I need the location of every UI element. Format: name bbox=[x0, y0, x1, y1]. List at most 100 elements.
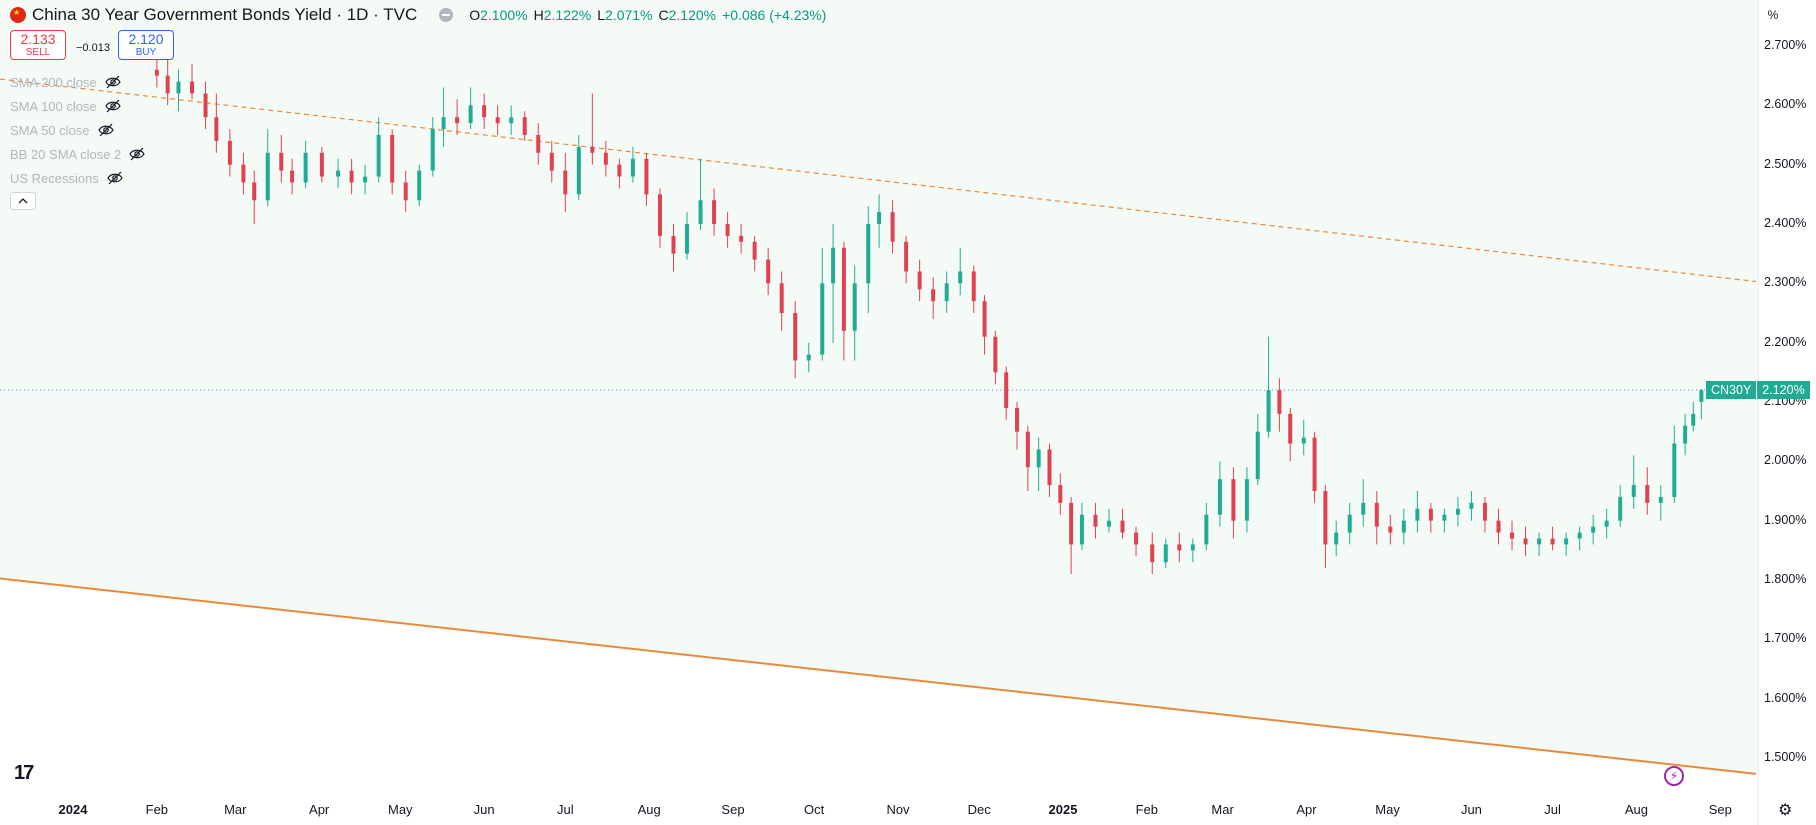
candle-body bbox=[1334, 532, 1339, 545]
candle-body bbox=[241, 164, 246, 183]
candle bbox=[1266, 336, 1271, 438]
candle bbox=[1036, 437, 1041, 491]
chevron-up-icon bbox=[18, 198, 28, 204]
candle-body bbox=[417, 170, 422, 201]
price-tag-value: 2.120% bbox=[1757, 381, 1810, 400]
eye-off-icon[interactable] bbox=[107, 170, 123, 186]
candle-body bbox=[806, 354, 811, 361]
eye-off-icon[interactable] bbox=[105, 74, 121, 90]
axis-unit-button[interactable]: % bbox=[1762, 6, 1784, 24]
candle-body bbox=[1537, 538, 1542, 545]
eye-off-icon[interactable] bbox=[105, 98, 121, 114]
candle bbox=[1025, 425, 1030, 491]
ohlc-high: H2.122% bbox=[533, 7, 592, 23]
candle-body bbox=[252, 182, 257, 201]
candle bbox=[931, 277, 936, 319]
candle-body bbox=[1699, 390, 1704, 402]
candle bbox=[1537, 532, 1542, 557]
lightning-icon[interactable]: ⚡ bbox=[1664, 766, 1684, 786]
candle-body bbox=[214, 117, 219, 141]
candle bbox=[1699, 388, 1704, 420]
candle bbox=[1591, 514, 1596, 545]
indicator-sma-50[interactable]: SMA 50 close bbox=[10, 118, 145, 142]
ohlc-values: O2.100% H2.122% L2.071% C2.120% +0.086 (… bbox=[469, 7, 826, 23]
candle bbox=[319, 146, 324, 183]
candle-body bbox=[265, 152, 270, 201]
candle-body bbox=[509, 117, 514, 124]
symbol-title[interactable]: China 30 Year Government Bonds Yield · 1… bbox=[32, 5, 418, 24]
candle-body bbox=[752, 241, 757, 260]
candle bbox=[1618, 485, 1623, 527]
tradingview-logo-icon[interactable]: 17 bbox=[14, 762, 34, 784]
candle-body bbox=[403, 182, 408, 201]
candle bbox=[890, 200, 895, 254]
candle bbox=[752, 235, 757, 272]
candle-body bbox=[630, 158, 635, 177]
candle bbox=[1374, 491, 1379, 545]
market-status-icon[interactable] bbox=[439, 8, 454, 22]
candle-body bbox=[1604, 520, 1609, 527]
x-tick-label: Mar bbox=[224, 802, 247, 817]
channel-lower-line[interactable] bbox=[0, 577, 1757, 775]
candle-body bbox=[1401, 520, 1406, 533]
candle-body bbox=[1079, 514, 1084, 545]
candle bbox=[455, 99, 460, 135]
candle bbox=[685, 212, 690, 260]
candle bbox=[1672, 425, 1677, 503]
candle-body bbox=[590, 146, 595, 153]
indicator-sma-100[interactable]: SMA 100 close bbox=[10, 94, 145, 118]
x-tick-label: Nov bbox=[886, 802, 910, 817]
candle-body bbox=[1523, 538, 1528, 545]
candle-body bbox=[1550, 538, 1555, 545]
sell-button[interactable]: 2.133 SELL bbox=[10, 30, 66, 60]
candle-body bbox=[1672, 443, 1677, 497]
candle-body bbox=[1442, 514, 1447, 521]
candle bbox=[522, 111, 527, 141]
candle bbox=[290, 158, 295, 195]
y-tick-label: 2.400% bbox=[1764, 216, 1807, 230]
candle-body bbox=[563, 170, 568, 195]
candle bbox=[1047, 443, 1052, 497]
candle bbox=[1134, 526, 1139, 557]
y-tick-label: 1.800% bbox=[1764, 572, 1807, 586]
y-tick-label: 2.500% bbox=[1764, 156, 1807, 171]
candle bbox=[241, 152, 246, 195]
candle bbox=[430, 117, 435, 177]
candle bbox=[657, 188, 662, 248]
indicator-sma-200[interactable]: SMA 200 close bbox=[10, 70, 145, 94]
indicator-bb-20[interactable]: BB 20 SMA close 2 bbox=[10, 142, 145, 166]
candle bbox=[1645, 467, 1650, 515]
collapse-legend-button[interactable] bbox=[10, 192, 36, 210]
candle-body bbox=[290, 170, 295, 183]
x-tick-label: Aug bbox=[637, 802, 661, 817]
ohlc-change: +0.086 (+4.23%) bbox=[722, 7, 827, 23]
channel-upper-line[interactable] bbox=[0, 78, 1757, 283]
candle bbox=[349, 158, 354, 195]
candle-body bbox=[279, 152, 284, 171]
candle-body bbox=[1564, 538, 1569, 545]
sell-price: 2.133 bbox=[20, 31, 56, 47]
x-tick-label: Apr bbox=[309, 802, 330, 817]
eye-off-icon[interactable] bbox=[97, 122, 114, 138]
candle-body bbox=[482, 105, 487, 118]
x-tick-label: 2024 bbox=[58, 802, 88, 817]
candle bbox=[279, 135, 284, 183]
eye-off-icon[interactable] bbox=[129, 146, 145, 162]
candle-body bbox=[820, 283, 825, 355]
candle-body bbox=[1645, 485, 1650, 503]
candle-body bbox=[1231, 479, 1236, 521]
buy-button[interactable]: 2.120 BUY bbox=[118, 30, 174, 60]
candle-body bbox=[1577, 532, 1582, 539]
gear-icon[interactable]: ⚙ bbox=[1778, 802, 1793, 819]
x-tick-label: May bbox=[1375, 802, 1400, 817]
candle-body bbox=[1069, 502, 1074, 545]
candle bbox=[644, 152, 649, 207]
channel-fill bbox=[0, 0, 1756, 774]
indicator-us-recessions[interactable]: US Recessions bbox=[10, 166, 145, 190]
candle-body bbox=[982, 301, 987, 337]
candle bbox=[1455, 496, 1460, 527]
candle bbox=[190, 63, 195, 100]
candle bbox=[1150, 532, 1155, 575]
candle bbox=[1093, 502, 1098, 539]
